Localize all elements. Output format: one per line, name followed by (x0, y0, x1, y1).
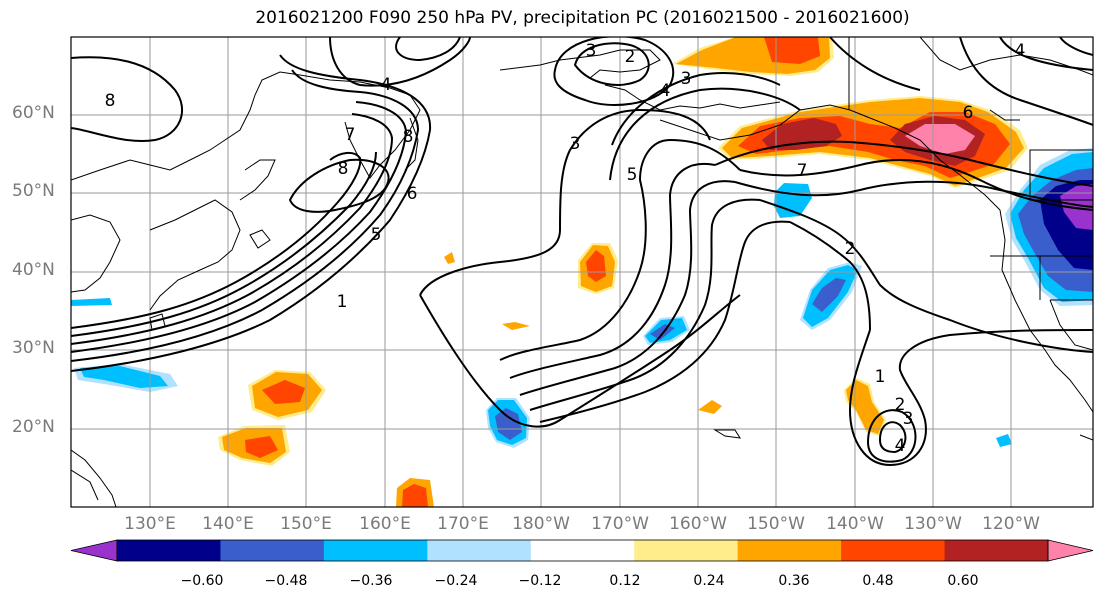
precip-area (764, 37, 820, 64)
contour-label: 3 (586, 41, 597, 61)
contour-label: 6 (407, 184, 418, 204)
colorbar-extend-low (70, 539, 118, 562)
contour-label: 4 (381, 75, 392, 95)
lon-label: 160°W (669, 514, 727, 534)
lat-label: 50°N (12, 181, 55, 201)
precip-area (812, 278, 846, 312)
colorbar-tick-label: 0.48 (862, 573, 894, 589)
precip-area (586, 250, 606, 282)
contour-label: 5 (371, 225, 382, 245)
contour-label: 5 (627, 165, 638, 185)
precip-area (650, 324, 675, 340)
contour-label: 7 (797, 161, 808, 181)
colorbar-tick-label: −0.48 (264, 573, 308, 589)
lon-label: 160°E (359, 514, 411, 534)
precip-area (402, 484, 428, 507)
colorbar-segment (634, 540, 739, 561)
colorbar (70, 539, 1094, 562)
lon-label: 180°W (512, 514, 570, 534)
precip-area (905, 124, 975, 154)
colorbar-tick-label: 0.24 (693, 573, 725, 589)
contour-label: 4 (1015, 41, 1026, 61)
contour-label: 7 (345, 125, 356, 145)
colorbar-segment (530, 540, 635, 561)
lat-label: 60°N (12, 103, 55, 123)
colorbar-tick-label: −0.36 (349, 573, 393, 589)
lon-label: 170°E (437, 514, 489, 534)
contour-label: 6 (963, 103, 974, 123)
colorbar-segment (737, 540, 842, 561)
colorbar-tick-label: 0.36 (778, 573, 810, 589)
map-frame (70, 36, 1094, 508)
precip-area (774, 183, 812, 218)
colorbar-segment (220, 540, 325, 561)
contour-label: 8 (338, 159, 349, 179)
precip-area (71, 298, 112, 306)
colorbar-tick-label: −0.12 (518, 573, 562, 589)
lon-label: 150°E (280, 514, 332, 534)
lat-label: 20°N (12, 417, 55, 437)
colorbar-tick-label: 0.60 (947, 573, 979, 589)
colorbar-frame (116, 539, 1049, 562)
lon-label: 150°W (747, 514, 805, 534)
contour-label: 8 (403, 127, 414, 147)
precip-area (495, 408, 522, 440)
colorbar-extend-high (1047, 539, 1094, 562)
contour-label: 1 (337, 292, 348, 312)
lon-label: 120°W (982, 514, 1040, 534)
lon-label: 140°W (826, 514, 884, 534)
precip-area (262, 380, 305, 404)
contour-label: 2 (895, 395, 906, 415)
colorbar-segment (323, 540, 428, 561)
precipitation-shading (71, 37, 1093, 507)
colorbar-tick-label: −0.60 (180, 573, 224, 589)
lat-label: 30°N (12, 338, 55, 358)
pv-contours (71, 37, 1093, 467)
precip-area (502, 322, 530, 330)
precip-area (245, 436, 278, 458)
gridlines (71, 37, 1093, 507)
coastlines (71, 37, 1093, 507)
colorbar-segment (841, 540, 946, 561)
colorbar-segment (427, 540, 532, 561)
lat-label: 40°N (12, 260, 55, 280)
precip-area (1060, 184, 1093, 230)
colorbar-segment (944, 540, 1049, 561)
precip-area (698, 400, 722, 414)
contour-label: 2 (845, 239, 856, 259)
lon-label: 170°W (591, 514, 649, 534)
precip-area (444, 252, 455, 264)
contour-label: 4 (660, 81, 671, 101)
contour-label: 4 (895, 436, 906, 456)
precip-area (996, 434, 1012, 447)
contour-label: 3 (903, 409, 914, 429)
contour-label: 1 (875, 367, 886, 387)
map-panel (71, 37, 1093, 507)
lon-label: 130°W (904, 514, 962, 534)
contour-label: 8 (105, 91, 116, 111)
precip-area (80, 366, 168, 388)
lon-label: 140°E (202, 514, 254, 534)
contour-label: 3 (570, 134, 581, 154)
colorbar-tick-label: 0.12 (609, 573, 641, 589)
map-title: 2016021200 F090 250 hPa PV, precipitatio… (255, 8, 910, 28)
lon-label: 130°E (124, 514, 176, 534)
colorbar-tick-label: −0.24 (434, 573, 478, 589)
contour-label: 3 (681, 69, 692, 89)
contour-label: 2 (625, 47, 636, 67)
colorbar-segment (117, 540, 221, 561)
